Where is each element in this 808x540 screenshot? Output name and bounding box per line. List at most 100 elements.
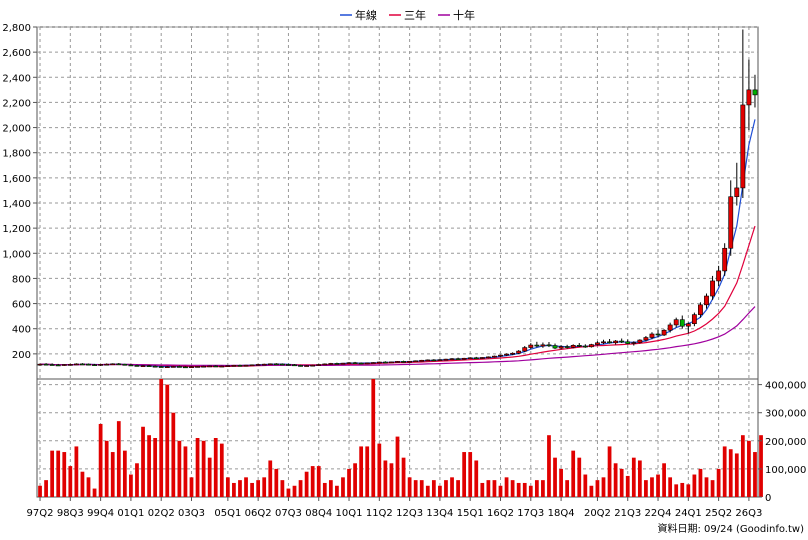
candle-body [55, 364, 61, 367]
volume-bar [522, 482, 527, 497]
volume-bar [547, 435, 551, 497]
candle-body [152, 365, 158, 368]
candle-body [389, 361, 394, 364]
volume-bar [38, 485, 42, 497]
candle-body [382, 361, 388, 364]
candle-body [207, 365, 213, 368]
volume-bar [232, 482, 236, 497]
candle-body [358, 362, 364, 365]
price-tick-label: 400 [12, 325, 31, 336]
candle-body [710, 280, 715, 297]
x-tick-label: 10Q1 [336, 508, 363, 519]
candle-body [595, 342, 600, 345]
candle-body [140, 365, 146, 367]
volume-bar [389, 463, 394, 497]
candle-body [576, 345, 582, 347]
volume-bar [68, 466, 73, 497]
candle-body [425, 359, 431, 362]
volume-bar [353, 463, 357, 497]
candle-body [407, 360, 413, 363]
candle-body [67, 364, 73, 366]
volume-bar [631, 457, 636, 497]
source-text: 資料日期: 09/24 (Goodinfo.tw) [657, 522, 804, 535]
volume-bar [153, 438, 158, 497]
candle-body [364, 362, 370, 365]
candle-body [564, 346, 570, 348]
x-tick-label: 08Q4 [305, 508, 332, 519]
volume-bar [528, 485, 533, 497]
candle-body [49, 364, 55, 366]
candle-body [134, 365, 140, 367]
volume-bar [480, 482, 485, 497]
volume-bar [468, 452, 473, 497]
candle-body [80, 363, 85, 366]
candle-body [546, 344, 552, 347]
volume-bar [619, 468, 624, 497]
candle-body [413, 360, 419, 363]
candle-body [183, 366, 188, 369]
volume-bar [565, 480, 570, 497]
candle-body [582, 345, 588, 348]
volume-bar [559, 468, 563, 497]
candle-body [455, 358, 461, 360]
price-tick-label: 1,000 [2, 249, 31, 260]
candle-body [292, 364, 297, 367]
volume-bar [359, 446, 364, 497]
volume-bar [74, 446, 79, 497]
volume-bar [98, 423, 103, 497]
candle-body [92, 364, 97, 366]
volume-bar [728, 449, 733, 497]
candle-body [231, 364, 237, 367]
volume-bars [38, 379, 763, 497]
volume-bar [268, 460, 273, 497]
volume-bar [177, 440, 182, 497]
candle-body [431, 359, 437, 362]
candle-body [201, 365, 207, 368]
volume-bar [383, 460, 388, 497]
candle-body [176, 366, 182, 368]
volume-bar [601, 477, 606, 497]
volume-bar [171, 412, 176, 497]
x-tick-label: 99Q4 [87, 508, 114, 519]
candle-body [449, 358, 455, 360]
x-tick-label: 17Q3 [517, 508, 544, 519]
volume-bar [462, 452, 467, 497]
volume-bar [759, 435, 763, 497]
volume-bar [183, 446, 188, 497]
candle-body [558, 346, 564, 349]
volume-bar [486, 480, 491, 497]
volume-bar [644, 480, 648, 497]
candle-body [376, 361, 382, 364]
candle-body [110, 363, 116, 366]
candle-body [61, 364, 67, 366]
volume-bar [438, 485, 442, 497]
price-tick-label: 1,600 [2, 174, 31, 185]
candle-body [528, 344, 534, 348]
x-tick-label: 11Q2 [366, 508, 393, 519]
x-tick-label: 20Q2 [584, 508, 611, 519]
volume-bar [274, 468, 279, 497]
volume-bar [286, 488, 291, 497]
price-tick-label: 2,200 [2, 98, 31, 109]
candle-body [164, 366, 170, 368]
x-tick-label: 16Q2 [487, 508, 514, 519]
candle-body [443, 358, 449, 361]
volume-bar [322, 482, 327, 497]
price-tick-label: 800 [12, 274, 31, 285]
ma-three-year-line [39, 225, 756, 368]
candle-body [43, 363, 49, 366]
volume-bar [201, 440, 206, 497]
volume-bar [225, 477, 230, 497]
volume-bar [304, 471, 309, 497]
candle-body [498, 354, 503, 357]
candle-body [340, 362, 346, 365]
candle-body [607, 341, 612, 344]
candle-body [492, 355, 497, 358]
volume-bar [298, 480, 303, 497]
candle-body [346, 362, 352, 364]
chart-grid [37, 26, 758, 497]
volume-bar [129, 474, 133, 497]
x-tick-label: 06Q2 [245, 508, 272, 519]
candle-body [98, 364, 104, 366]
